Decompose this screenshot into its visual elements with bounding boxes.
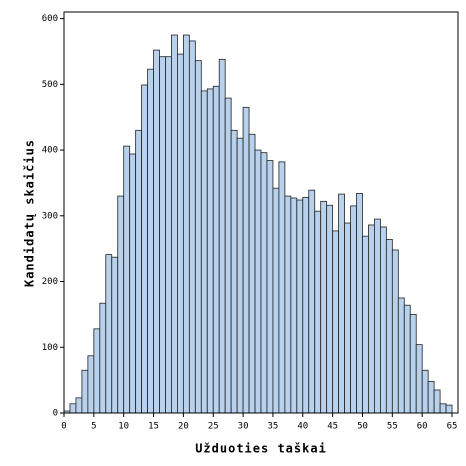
bar: [69, 403, 77, 414]
plot-frame: [63, 11, 459, 414]
bar: [200, 90, 208, 414]
y-tick-label: 400: [42, 146, 58, 156]
bar: [302, 196, 310, 414]
x-tick-label: 55: [387, 422, 398, 432]
bar: [111, 256, 119, 414]
bar: [218, 58, 226, 414]
bar: [248, 133, 256, 414]
bar: [123, 145, 131, 414]
bar: [242, 106, 250, 414]
bar: [153, 49, 160, 414]
bar: [147, 68, 154, 414]
bar: [409, 313, 417, 414]
bar: [326, 204, 334, 414]
bar: [230, 129, 238, 414]
y-tick-label: 300: [42, 211, 58, 221]
bar: [224, 97, 232, 414]
bar: [332, 230, 340, 414]
bar: [188, 40, 196, 414]
x-tick-label: 60: [417, 422, 428, 432]
bar: [290, 197, 298, 414]
bar: [278, 161, 286, 414]
bar: [314, 210, 322, 414]
bar: [374, 218, 381, 414]
x-tick-label: 25: [208, 422, 219, 432]
x-tick-label: 65: [447, 422, 458, 432]
y-tick-label: 0: [53, 409, 58, 419]
bar: [350, 205, 357, 414]
bar: [75, 397, 83, 414]
x-tick-label: 20: [178, 422, 189, 432]
x-tick-label: 50: [357, 422, 368, 432]
y-tick-label: 200: [42, 277, 58, 287]
bar: [129, 153, 137, 414]
bar: [362, 235, 369, 414]
bar: [260, 152, 268, 414]
bar: [284, 195, 292, 414]
bar: [93, 328, 101, 414]
bar: [379, 226, 387, 414]
bar: [117, 195, 125, 414]
bar: [141, 84, 148, 414]
bar: [165, 56, 172, 414]
bar: [320, 200, 328, 414]
bar: [159, 56, 166, 414]
bar: [194, 60, 202, 414]
bar: [87, 355, 95, 414]
x-tick-label: 5: [91, 422, 96, 432]
x-tick-label: 45: [327, 422, 338, 432]
bar: [427, 381, 435, 414]
bar: [445, 404, 453, 414]
bar: [403, 304, 411, 414]
x-tick-label: 40: [297, 422, 308, 432]
x-tick-label: 0: [61, 422, 66, 432]
bar: [99, 302, 107, 414]
bar: [182, 34, 190, 414]
bar: [439, 403, 447, 414]
x-axis-label: Užduoties taškai: [195, 442, 327, 456]
y-tick-label: 100: [42, 343, 58, 353]
bar: [266, 160, 274, 414]
bar: [171, 34, 178, 414]
bar: [415, 344, 423, 414]
bar: [296, 199, 304, 414]
x-tick-label: 35: [268, 422, 279, 432]
bar: [206, 88, 214, 414]
bar: [81, 369, 89, 414]
bar: [105, 254, 113, 414]
bar: [212, 85, 220, 414]
bar: [254, 149, 262, 414]
bar: [397, 297, 405, 414]
y-tick-label: 600: [42, 14, 58, 24]
bar: [385, 239, 393, 414]
bar: [135, 129, 143, 414]
bar: [344, 222, 351, 414]
x-tick-label: 10: [118, 422, 129, 432]
bar: [368, 224, 375, 414]
x-tick-label: 30: [238, 422, 249, 432]
x-tick-label: 15: [148, 422, 159, 432]
bar: [433, 389, 441, 414]
y-tick-label: 500: [42, 80, 58, 90]
bar: [236, 137, 244, 414]
bar: [308, 189, 316, 414]
bar: [356, 193, 363, 414]
y-axis-label: Kandidatų skaičius: [23, 139, 37, 287]
bar: [177, 53, 184, 414]
bar: [421, 369, 429, 414]
bar: [391, 249, 399, 414]
bar: [338, 193, 345, 414]
bar: [272, 187, 280, 414]
